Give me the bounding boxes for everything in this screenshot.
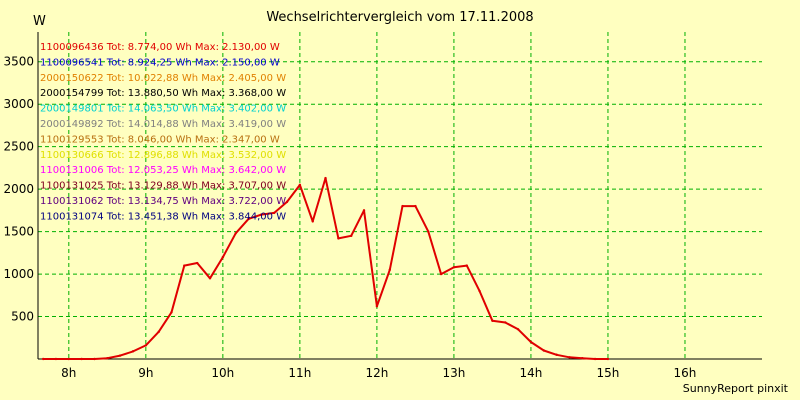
data-point — [529, 340, 533, 344]
legend-entry: 1100096541 Tot: 8.924,25 Wh Max: 2.150,0… — [40, 57, 280, 68]
data-point — [106, 356, 109, 360]
data-point — [221, 255, 225, 259]
legend-entry: 2000154799 Tot: 13.880,50 Wh Max: 3.368,… — [40, 88, 286, 99]
x-tick-label: 10h — [211, 366, 234, 380]
x-tick-label: 14h — [519, 366, 542, 380]
data-point — [285, 200, 289, 204]
data-point — [478, 289, 481, 293]
data-point — [260, 213, 263, 216]
x-tick-label: 15h — [597, 366, 620, 380]
legend-entry: 1100131006 Tot: 12.053,25 Wh Max: 3.642,… — [40, 165, 286, 176]
y-tick-label: 500 — [11, 310, 34, 324]
y-tick-label: 3500 — [3, 55, 34, 69]
data-point — [324, 176, 327, 180]
data-point — [568, 356, 571, 359]
y-unit-label: W — [33, 14, 46, 29]
data-point — [542, 349, 545, 352]
data-point — [465, 264, 468, 267]
data-point — [234, 232, 237, 235]
legend-entry: 2000149892 Tot: 14.014,88 Wh Max: 3.419,… — [40, 119, 286, 130]
legend-entry: 1100131062 Tot: 13.134,75 Wh Max: 3.722,… — [40, 196, 286, 207]
data-point — [208, 277, 212, 280]
legend-entry: 1100131074 Tot: 13.451,38 Wh Max: 3.844,… — [40, 211, 286, 222]
legend-entry: 1100129553 Tot: 8.046,00 Wh Max: 2.347,0… — [40, 134, 280, 145]
x-tick-label: 9h — [138, 366, 153, 380]
data-point — [118, 354, 122, 357]
data-point — [401, 204, 404, 208]
y-tick-label: 3000 — [3, 97, 34, 111]
y-tick-label: 2000 — [3, 182, 34, 196]
data-point — [311, 220, 314, 223]
data-point — [144, 344, 148, 347]
data-point — [80, 357, 83, 361]
data-point — [388, 268, 391, 272]
data-point — [555, 353, 558, 356]
data-point — [516, 328, 520, 331]
x-tick-label: 13h — [442, 366, 465, 380]
data-point — [67, 357, 71, 361]
data-point — [131, 350, 135, 353]
data-point — [247, 217, 250, 221]
data-point — [439, 272, 443, 276]
data-point — [157, 330, 160, 334]
x-tick-label: 11h — [288, 366, 311, 380]
data-point — [298, 183, 302, 187]
data-point — [337, 237, 340, 240]
x-tick-label: 12h — [365, 366, 388, 380]
data-point — [362, 209, 366, 212]
legend-entry: 2000149801 Tot: 14.063,50 Wh Max: 3.402,… — [40, 104, 286, 115]
legend-entry: 2000150622 Tot: 10.022,88 Wh Max: 2.405,… — [40, 73, 286, 84]
data-point — [350, 234, 353, 238]
legend-entry: 1100096436 Tot: 8.774,00 Wh Max: 2.130,0… — [40, 42, 280, 53]
x-tick-label: 8h — [61, 366, 76, 380]
y-tick-label: 2500 — [3, 140, 34, 154]
data-point — [375, 305, 379, 308]
data-point — [196, 261, 199, 265]
data-point — [273, 211, 276, 215]
legend-entry: 1100130666 Tot: 12.896,88 Wh Max: 3.532,… — [40, 150, 286, 161]
data-point — [427, 230, 430, 233]
data-point — [593, 357, 597, 361]
data-point — [170, 311, 173, 314]
data-point — [491, 319, 494, 322]
chart-title: Wechselrichtervergleich vom 17.11.2008 — [266, 10, 534, 25]
data-point — [41, 357, 45, 361]
data-point — [54, 357, 58, 361]
footer-credit: SunnyReport pinxit — [682, 382, 788, 395]
legend-entry: 1100131025 Tot: 13.129,88 Wh Max: 3.707,… — [40, 181, 286, 192]
data-point — [606, 357, 610, 361]
data-point — [452, 266, 456, 269]
data-point — [414, 204, 417, 208]
x-tick-label: 16h — [674, 366, 697, 380]
data-point — [183, 264, 186, 267]
data-point — [93, 357, 96, 361]
plot-area — [38, 32, 762, 359]
data-point — [581, 356, 584, 360]
y-tick-label: 1000 — [3, 267, 34, 281]
data-point — [504, 321, 507, 324]
y-tick-label: 1500 — [3, 225, 34, 239]
